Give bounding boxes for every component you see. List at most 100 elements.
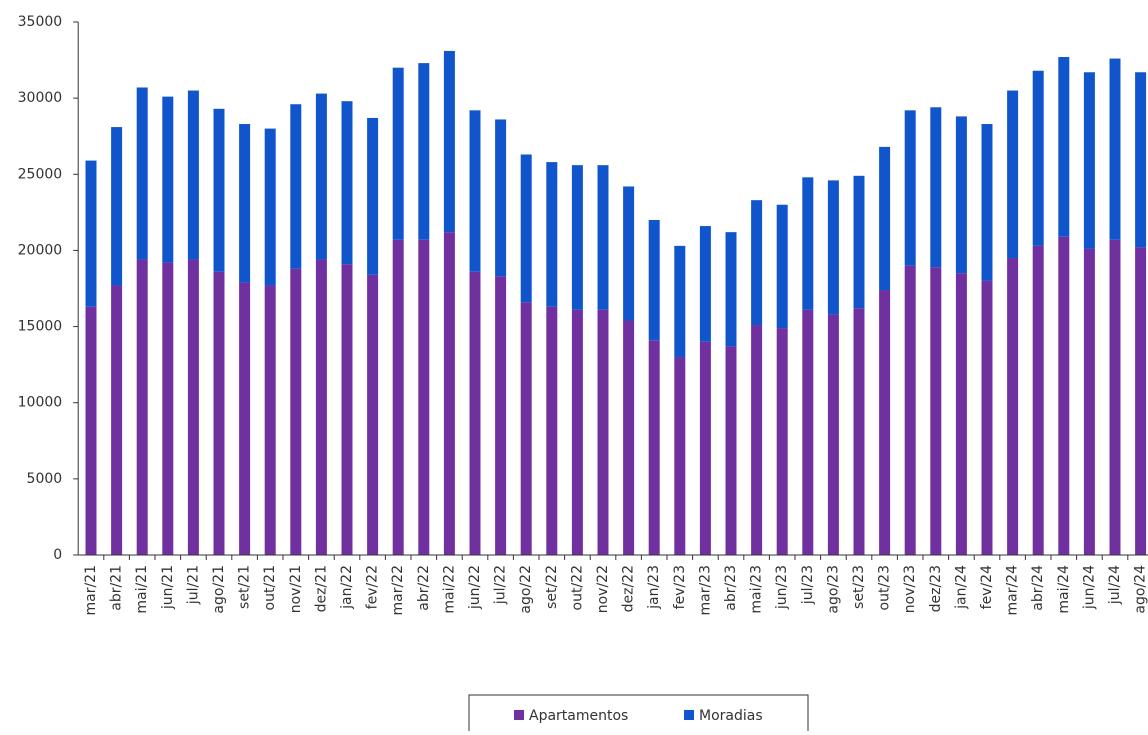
x-tick-label: out/23 [877,565,893,610]
bar-segment [955,273,967,555]
bar-segment [495,276,507,555]
bar-segment [571,309,583,555]
bar-segment [904,265,916,555]
bar-segment [955,116,967,274]
bar-segment [520,154,532,303]
bar-segment [1058,57,1070,237]
y-tick-label: 0 [53,547,62,563]
bar-segment [162,262,174,555]
bar-segment [879,146,891,291]
x-tick-label: out/21 [262,565,278,610]
legend-label: Apartamentos [529,708,628,724]
x-tick-label: dez/23 [928,565,944,612]
x-tick-label: mar/22 [390,565,406,616]
y-tick-label: 5000 [27,471,63,487]
x-tick-label: set/22 [544,565,560,609]
bar-segment [930,107,942,268]
x-tick-label: mai/22 [441,565,457,614]
bar-segment [187,259,199,555]
bar-segment [546,162,558,307]
x-tick-label: mai/24 [1056,565,1072,614]
y-tick-label: 25000 [18,166,63,182]
bar-segment [827,180,839,315]
bar-segment [367,274,379,555]
bar-segment [264,128,276,286]
x-tick-label: fev/24 [979,565,995,609]
legend-swatch [684,710,694,720]
x-tick-label: abr/24 [1030,565,1046,611]
bar-segment [930,267,942,555]
x-tick-label: dez/21 [313,565,329,612]
bar-segment [623,320,635,555]
bar-segment [648,340,660,555]
bar-segment [290,268,302,555]
x-tick-label: jul/22 [493,565,509,605]
x-tick-label: abr/23 [723,565,739,611]
bar-segment [1135,72,1147,248]
bar-segment [674,245,686,358]
bar-segment [1109,58,1121,240]
x-tick-label: nov/23 [902,565,918,613]
bar-segment [597,309,609,555]
bar-segment [111,285,123,555]
legend-label: Moradias [699,708,763,724]
x-tick-label: jul/24 [1107,565,1123,605]
bar-segment [853,175,865,309]
bar-segment [699,226,711,342]
x-tick-label: dez/22 [621,565,637,612]
bar-segment [111,127,123,286]
bar-segment [443,50,455,233]
bar-segment [879,290,891,555]
x-tick-label: jun/23 [774,565,790,610]
x-tick-label: mar/24 [1005,565,1021,616]
bar-segment [392,239,404,556]
bar-segment [341,101,353,265]
x-tick-label: nov/21 [288,565,304,613]
bar-segment [981,280,993,555]
bar-segment [1083,72,1095,249]
x-tick-label: ago/23 [825,565,841,614]
bar-segment [239,124,251,283]
x-tick-label: jan/23 [646,565,662,610]
x-tick-label: mai/21 [134,565,150,614]
bar-segment [751,200,763,326]
x-tick-label: fev/22 [365,565,381,609]
bar-segment [239,282,251,555]
x-tick-label: mai/23 [749,565,765,614]
bar-segment [187,90,199,260]
bar-segment [469,271,481,555]
bar-segment [443,232,455,555]
y-tick-label: 30000 [18,90,63,106]
x-tick-label: set/23 [851,565,867,609]
bar-segment [495,119,507,277]
bar-segment [85,160,97,307]
bar-segment [162,96,174,263]
x-tick-label: set/21 [237,565,253,609]
bar-segment [597,165,609,310]
bar-segment [1135,247,1147,555]
bar-segment [802,177,814,310]
bar-segment [520,302,532,555]
bar-segment [392,67,404,240]
bar-segment [981,124,993,281]
bar-segment [315,93,327,260]
y-tick-label: 20000 [18,242,63,258]
bar-segment [315,259,327,555]
bar-segment [827,314,839,555]
bar-segment [418,63,430,240]
bar-segment [213,271,225,555]
x-tick-label: fev/23 [672,565,688,609]
x-tick-label: abr/21 [109,565,125,611]
bar-segment [776,328,788,555]
bar-segment [725,346,737,555]
bar-segment [699,341,711,555]
x-tick-label: jan/22 [339,565,355,610]
x-tick-label: ago/21 [211,565,227,614]
x-tick-label: jun/24 [1081,565,1097,610]
x-tick-label: mar/21 [83,565,99,616]
bar-segment [264,285,276,555]
bar-segment [1007,258,1019,555]
bar-segment [571,165,583,310]
bar-segment [136,259,148,555]
